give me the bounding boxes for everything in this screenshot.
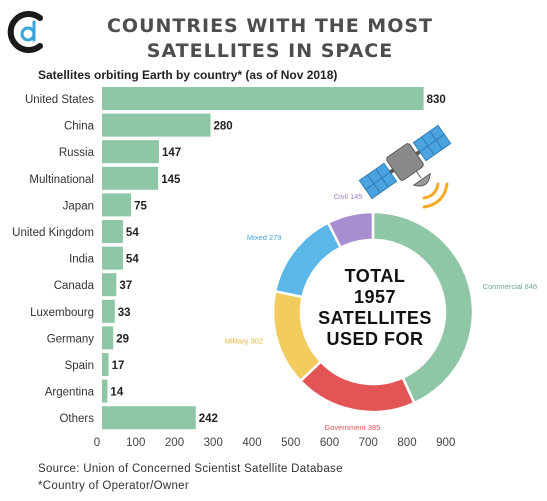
donut-chart: Commercial 846 Government 385 Military 302… bbox=[225, 192, 537, 432]
title-line-2: SATELLITES IN SPACE bbox=[146, 40, 394, 62]
category-label: Germany bbox=[47, 333, 95, 345]
satellite-dish bbox=[412, 170, 431, 187]
bar bbox=[102, 273, 117, 297]
center-text-line: 1957 bbox=[353, 287, 397, 307]
value-label: 33 bbox=[118, 307, 131, 319]
x-tick-label: 800 bbox=[397, 437, 416, 449]
bar bbox=[102, 353, 109, 376]
category-label: Multinational bbox=[29, 174, 94, 186]
category-label: Argentina bbox=[45, 387, 95, 399]
category-label: Russia bbox=[59, 147, 95, 159]
bar bbox=[102, 87, 424, 110]
category-label: Others bbox=[59, 413, 94, 425]
source-line: Source: Union of Concerned Scientist Sat… bbox=[38, 463, 343, 475]
x-tick-label: 200 bbox=[165, 437, 184, 449]
donut-slice bbox=[298, 359, 416, 414]
donut-slice-label: Government 385 bbox=[324, 423, 380, 432]
category-label: United Kingdom bbox=[12, 227, 94, 239]
category-label: United States bbox=[25, 94, 94, 106]
title-line-1: COUNTRIES WITH THE MOST bbox=[106, 15, 434, 37]
x-tick-label: 400 bbox=[242, 437, 261, 449]
center-text-line: TOTAL bbox=[344, 266, 406, 286]
bars-group: United States 830 China 280 Russia 147 Multina… bbox=[12, 87, 446, 430]
bar bbox=[102, 140, 159, 164]
value-label: 280 bbox=[214, 121, 233, 133]
donut-slice-label: Military 302 bbox=[225, 336, 263, 345]
category-label: India bbox=[69, 254, 95, 266]
signal-wave-2 bbox=[422, 182, 449, 209]
value-label: 145 bbox=[161, 174, 181, 186]
value-label: 17 bbox=[112, 360, 125, 372]
donut-slice bbox=[371, 210, 475, 405]
category-label: Canada bbox=[54, 280, 95, 292]
value-label: 147 bbox=[162, 147, 181, 159]
bar bbox=[102, 193, 132, 217]
x-axis-ticks: 0 100 200 300 400 500 600 700 800 900 bbox=[94, 437, 456, 449]
donut-slice-label: Commercial 846 bbox=[483, 282, 538, 291]
satellite-icon bbox=[358, 124, 452, 209]
bar bbox=[102, 113, 211, 137]
value-label: 29 bbox=[116, 333, 129, 345]
x-tick-label: 0 bbox=[94, 437, 100, 449]
bar bbox=[102, 166, 159, 190]
value-label: 830 bbox=[427, 94, 446, 106]
donut-center-text: TOTAL 1957 SATELLITES USED FOR bbox=[300, 266, 450, 350]
bar bbox=[102, 246, 123, 270]
value-label: 75 bbox=[134, 200, 147, 212]
value-label: 54 bbox=[126, 227, 139, 239]
x-tick-label: 700 bbox=[359, 437, 378, 449]
donut-slice-label: Civil 145 bbox=[334, 192, 363, 201]
x-tick-label: 900 bbox=[436, 437, 455, 449]
source-note: Source: Union of Concerned Scientist Sat… bbox=[38, 461, 343, 495]
bar bbox=[102, 406, 196, 430]
bar bbox=[102, 379, 108, 403]
category-label: Japan bbox=[63, 200, 94, 212]
donut-slice bbox=[326, 210, 375, 250]
value-label: 14 bbox=[110, 387, 123, 399]
footnote-line: *Country of Operator/Owner bbox=[38, 480, 189, 492]
donut-slice-label: Mixed 279 bbox=[247, 233, 282, 242]
brand-logo bbox=[7, 11, 43, 53]
bar bbox=[102, 220, 123, 243]
bar bbox=[102, 326, 114, 350]
bar bbox=[102, 299, 115, 323]
category-label: Luxembourg bbox=[30, 307, 94, 319]
category-label: China bbox=[64, 121, 95, 133]
value-label: 37 bbox=[119, 280, 132, 292]
center-text-line: USED FOR bbox=[326, 329, 424, 349]
x-tick-label: 600 bbox=[320, 437, 339, 449]
category-label: Spain bbox=[65, 360, 94, 372]
value-label: 242 bbox=[199, 413, 218, 425]
page-title: COUNTRIES WITH THE MOST SATELLITES IN SP… bbox=[60, 14, 480, 64]
signal-wave-1 bbox=[422, 182, 440, 200]
x-tick-label: 100 bbox=[126, 437, 145, 449]
chart-subtitle: Satellites orbiting Earth by country* (a… bbox=[38, 68, 338, 82]
center-text-line: SATELLITES bbox=[318, 308, 432, 328]
value-label: 54 bbox=[126, 254, 139, 266]
x-tick-label: 300 bbox=[204, 437, 223, 449]
x-tick-label: 500 bbox=[281, 437, 300, 449]
logo-c-ring bbox=[7, 11, 43, 53]
